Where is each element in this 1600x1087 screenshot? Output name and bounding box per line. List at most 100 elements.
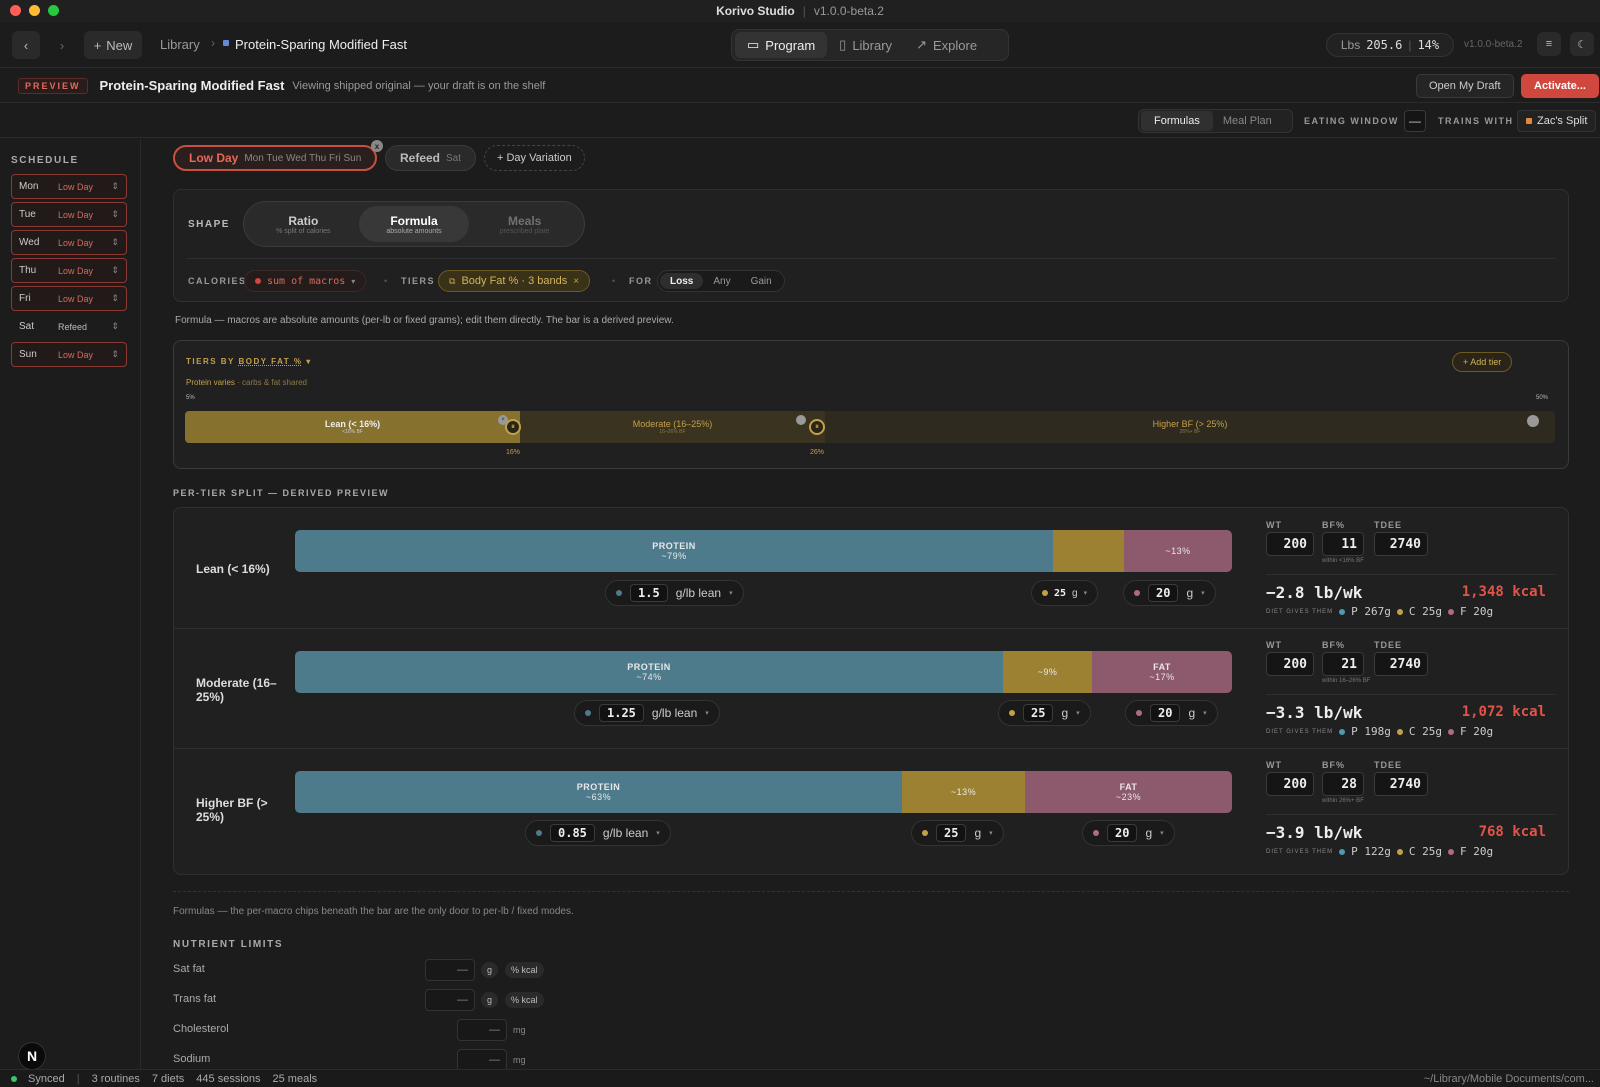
tiers-dimension-link[interactable]: BODY FAT % <box>238 357 303 366</box>
tdee-input[interactable]: 2740 <box>1374 532 1428 556</box>
gives-protein: P 198g <box>1351 725 1391 738</box>
range-min-label: 5% <box>186 395 195 401</box>
unit-g-button[interactable]: g <box>481 992 499 1008</box>
carb-chip[interactable]: 25 g ▾ <box>911 820 1004 846</box>
cholesterol-input[interactable]: — <box>457 1019 507 1041</box>
add-tier-button[interactable]: + Add tier <box>1452 352 1513 372</box>
new-button[interactable]: + New <box>84 31 142 59</box>
protein-chip[interactable]: 0.85 g/lb lean ▾ <box>525 820 671 846</box>
remove-cut-icon[interactable]: × <box>498 415 508 425</box>
remove-variation-icon[interactable]: x <box>371 140 383 152</box>
protein-amount[interactable]: 1.25 <box>599 704 644 722</box>
unit-pct-kcal-button[interactable]: % kcal <box>505 992 544 1008</box>
sodium-input[interactable]: — <box>457 1049 507 1071</box>
add-day-variation-button[interactable]: + Day Variation <box>484 145 585 171</box>
fat-chip[interactable]: 20 g ▾ <box>1123 580 1216 606</box>
menu-button[interactable]: ≡ <box>1537 32 1561 56</box>
unit-pct-kcal-button[interactable]: % kcal <box>505 962 544 978</box>
wt-input[interactable]: 200 <box>1266 772 1314 796</box>
range-end-handle[interactable] <box>1527 415 1539 427</box>
carb-chip[interactable]: 25 g ▾ <box>998 700 1091 726</box>
schedule-day-sat[interactable]: Sat Refeed ⇕ <box>11 314 127 339</box>
trains-with-select[interactable]: Zac's Split <box>1517 110 1597 132</box>
tier-cut-handle-1[interactable]: ⏸ <box>505 419 521 435</box>
fat-dot <box>1134 590 1140 596</box>
eating-window-input[interactable]: — <box>1404 110 1426 132</box>
fat-amount[interactable]: 20 <box>1148 584 1179 602</box>
tiers-mode-select[interactable]: ⧉ Body Fat % · 3 bands × <box>438 270 591 292</box>
activate-button[interactable]: Activate... <box>1521 74 1599 98</box>
tdee-input[interactable]: 2740 <box>1374 652 1428 676</box>
fat-chip[interactable]: 20 g ▾ <box>1082 820 1175 846</box>
breadcrumb-root[interactable]: Library <box>160 37 200 52</box>
shape-option-meals[interactable]: Meals prescribed plate <box>469 206 580 242</box>
tab-program[interactable]: ▭ Program <box>735 32 828 58</box>
schedule-day-sun[interactable]: Sun Low Day ⇕ <box>11 342 127 367</box>
tier-cut-label-2: 26% <box>810 449 825 456</box>
close-icon[interactable]: × <box>573 275 580 287</box>
variation-refeed[interactable]: Refeed Sat <box>385 145 477 171</box>
trend-icon: ↗ <box>916 37 927 52</box>
bf-input[interactable]: 11 <box>1322 532 1364 556</box>
sat-fat-input[interactable]: — <box>425 959 475 981</box>
protein-amount[interactable]: 0.85 <box>550 824 595 842</box>
schedule-day-fri[interactable]: Fri Low Day ⇕ <box>11 286 127 311</box>
wt-input[interactable]: 200 <box>1266 532 1314 556</box>
carb-dot <box>1396 848 1403 855</box>
calories-mode-select[interactable]: sum of macros ▾ <box>244 270 367 292</box>
carb-amount[interactable]: 25 <box>1054 587 1067 599</box>
schedule-day-wed[interactable]: Wed Low Day ⇕ <box>11 230 127 255</box>
carb-amount[interactable]: 25 <box>1023 704 1054 722</box>
gives-carb: C 25g <box>1408 725 1442 738</box>
updown-chevron-icon: ⇕ <box>111 237 119 247</box>
bf-input[interactable]: 21 <box>1322 652 1364 676</box>
protein-chip[interactable]: 1.5 g/lb lean ▾ <box>605 580 744 606</box>
shape-option-name: Meals <box>508 213 542 228</box>
forward-button[interactable]: › <box>48 31 76 59</box>
bf-input[interactable]: 28 <box>1322 772 1364 796</box>
tab-library[interactable]: ▯ Library <box>827 32 904 58</box>
schedule-day-tue[interactable]: Tue Low Day ⇕ <box>11 202 127 227</box>
unit-g-button[interactable]: g <box>481 962 499 978</box>
formulas-tab[interactable]: Formulas <box>1141 111 1213 131</box>
back-button[interactable]: ‹ <box>12 31 40 59</box>
body-stats-pill[interactable]: Lbs 205.6 | 14% <box>1326 33 1454 57</box>
meal-plan-tab[interactable]: Meal Plan <box>1222 115 1272 127</box>
minimize-window-button[interactable] <box>29 5 40 16</box>
shape-option-sub: absolute amounts <box>386 227 442 235</box>
tier-cut-handle-2[interactable]: ⏸ <box>809 419 825 435</box>
schedule-day-thu[interactable]: Thu Low Day ⇕ <box>11 258 127 283</box>
day-variation: Low Day <box>58 237 94 248</box>
zoom-window-button[interactable] <box>48 5 59 16</box>
protein-amount[interactable]: 1.5 <box>630 584 668 602</box>
shape-option-ratio[interactable]: Ratio % split of calories <box>248 206 359 242</box>
tier-segment-moderate[interactable]: Moderate (16–25%) 16–26% BF <box>520 411 825 443</box>
wt-input[interactable]: 200 <box>1266 652 1314 676</box>
theme-toggle-button[interactable]: ☾ <box>1570 32 1594 56</box>
goal-option-loss[interactable]: Loss <box>660 273 704 289</box>
fat-amount[interactable]: 20 <box>1107 824 1138 842</box>
bar-protein-label: PROTEIN <box>627 662 671 672</box>
close-window-button[interactable] <box>10 5 21 16</box>
carb-chip[interactable]: 25 g ▾ <box>1031 580 1099 606</box>
trans-fat-input[interactable]: — <box>425 989 475 1011</box>
variation-low-day[interactable]: Low Day Mon Tue Wed Thu Fri Sun <box>173 145 378 171</box>
gives-protein: P 267g <box>1351 605 1391 618</box>
tdee-input[interactable]: 2740 <box>1374 772 1428 796</box>
open-draft-button[interactable]: Open My Draft <box>1416 74 1514 98</box>
fat-amount[interactable]: 20 <box>1150 704 1181 722</box>
next-dev-icon[interactable]: N <box>18 1042 46 1070</box>
schedule-day-mon[interactable]: Mon Low Day ⇕ <box>11 174 127 199</box>
carb-amount[interactable]: 25 <box>936 824 967 842</box>
fat-dot <box>1448 608 1454 615</box>
goal-option-any[interactable]: Any <box>713 276 731 287</box>
remove-cut-icon[interactable] <box>796 415 806 425</box>
goal-option-gain[interactable]: Gain <box>750 276 772 287</box>
tier-segment-higher[interactable]: Higher BF (> 25%) 26%+ BF <box>825 411 1555 443</box>
shape-option-formula[interactable]: Formula absolute amounts <box>358 206 470 242</box>
fat-chip[interactable]: 20 g ▾ <box>1125 700 1218 726</box>
tab-explore[interactable]: ↗ Explore <box>904 32 989 58</box>
weight-unit: Lbs <box>1340 38 1361 52</box>
tier-segment-lean[interactable]: Lean (< 16%) <16% BF <box>185 411 520 443</box>
protein-chip[interactable]: 1.25 g/lb lean ▾ <box>574 700 720 726</box>
